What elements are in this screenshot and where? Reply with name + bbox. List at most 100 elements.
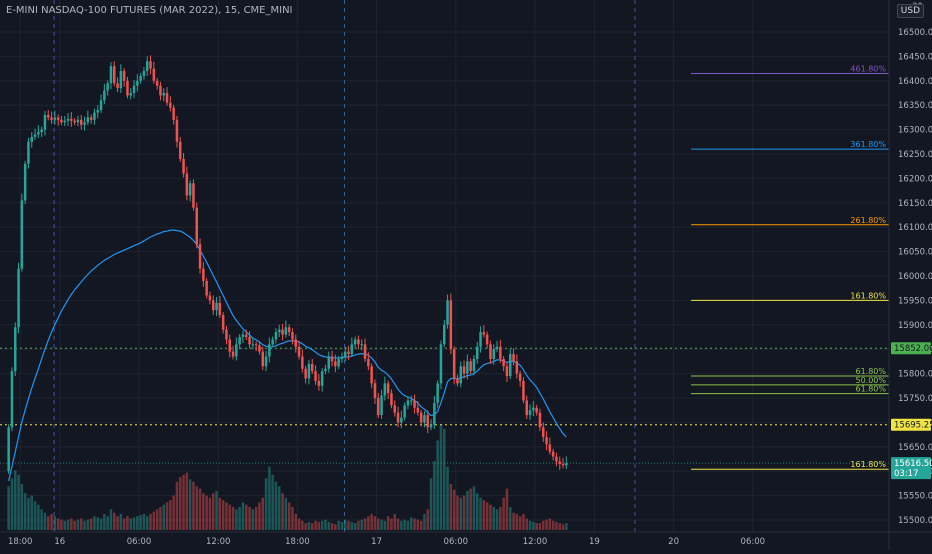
candle-body[interactable] <box>192 183 195 208</box>
candle-body[interactable] <box>212 300 215 311</box>
candle-body[interactable] <box>175 119 179 142</box>
horizontal-price-lines[interactable] <box>0 347 889 464</box>
candle-body[interactable] <box>542 427 545 438</box>
candle-body[interactable] <box>469 361 472 372</box>
candle-body[interactable] <box>10 371 14 428</box>
candle-body[interactable] <box>47 114 50 118</box>
candle-body[interactable] <box>30 136 34 142</box>
candle-body[interactable] <box>538 412 542 428</box>
candle-body[interactable] <box>99 100 103 111</box>
candle-body[interactable] <box>159 85 162 96</box>
candle-body[interactable] <box>248 337 251 345</box>
candle-body[interactable] <box>179 141 182 159</box>
candle-body[interactable] <box>476 346 479 359</box>
candle-body[interactable] <box>258 345 261 352</box>
candle-body[interactable] <box>43 114 47 130</box>
candle-body[interactable] <box>142 71 146 76</box>
candle-body[interactable] <box>7 427 10 472</box>
candle-body[interactable] <box>383 383 387 396</box>
candle-body[interactable] <box>202 268 205 281</box>
candle-body[interactable] <box>261 351 265 367</box>
candle-body[interactable] <box>330 356 334 362</box>
fibonacci-levels[interactable]: 461.80% 361.80% 261.80% 161.80% 61.80%50.00%… <box>691 64 889 470</box>
candle-body[interactable] <box>459 366 463 384</box>
candle-body[interactable] <box>106 83 109 91</box>
candle-body[interactable] <box>443 324 446 345</box>
candle-body[interactable] <box>426 415 430 428</box>
candle-body[interactable] <box>126 80 129 96</box>
candle-body[interactable] <box>515 361 519 374</box>
candle-body[interactable] <box>152 68 156 81</box>
candle-body[interactable] <box>390 393 393 406</box>
candle-body[interactable] <box>119 71 123 89</box>
candle-body[interactable] <box>357 339 360 345</box>
candle-body[interactable] <box>548 444 552 452</box>
candle-body[interactable] <box>113 66 116 84</box>
candle-body[interactable] <box>393 405 397 413</box>
candle-body[interactable] <box>23 163 27 201</box>
candle-body[interactable] <box>535 407 538 413</box>
candle-body[interactable] <box>363 344 367 359</box>
candle-body[interactable] <box>53 117 57 120</box>
candle-body[interactable] <box>241 334 245 337</box>
candle-body[interactable] <box>218 302 222 316</box>
candle-body[interactable] <box>238 337 241 345</box>
candle-body[interactable] <box>70 118 73 121</box>
candle-body[interactable] <box>109 66 113 84</box>
candle-body[interactable] <box>502 358 505 367</box>
candle-body[interactable] <box>205 280 208 296</box>
candle-body[interactable] <box>251 344 255 346</box>
candle-body[interactable] <box>132 85 136 93</box>
candle-body[interactable] <box>129 93 133 96</box>
candle-body[interactable] <box>122 71 126 81</box>
candle-body[interactable] <box>139 75 142 81</box>
candle-body[interactable] <box>284 327 288 335</box>
candle-body[interactable] <box>528 410 532 416</box>
candle-body[interactable] <box>40 129 43 133</box>
candle-body[interactable] <box>509 354 512 377</box>
candle-body[interactable] <box>413 400 416 408</box>
candle-body[interactable] <box>370 366 373 384</box>
candle-body[interactable] <box>221 315 225 330</box>
candle-body[interactable] <box>317 380 321 386</box>
candle-body[interactable] <box>228 339 232 352</box>
candle-body[interactable] <box>545 437 548 445</box>
candle-body[interactable] <box>278 329 281 333</box>
candle-body[interactable] <box>63 120 67 123</box>
candle-body[interactable] <box>37 132 40 135</box>
candle-body[interactable] <box>162 93 166 96</box>
candle-body[interactable] <box>311 363 314 372</box>
candle-body[interactable] <box>406 400 410 406</box>
candle-body[interactable] <box>350 344 354 355</box>
candle-body[interactable] <box>56 117 60 120</box>
candle-body[interactable] <box>136 80 139 86</box>
candle-body[interactable] <box>532 407 535 411</box>
candle-body[interactable] <box>231 351 235 357</box>
candle-body[interactable] <box>565 463 568 466</box>
candle-body[interactable] <box>198 244 202 269</box>
candle-body[interactable] <box>555 456 558 462</box>
candle-body[interactable] <box>446 300 449 325</box>
candle-body[interactable] <box>245 334 248 337</box>
candle-body[interactable] <box>294 339 298 347</box>
candle-body[interactable] <box>17 268 20 328</box>
candle-body[interactable] <box>380 395 383 416</box>
candle-body[interactable] <box>482 332 486 335</box>
candle-body[interactable] <box>116 83 119 89</box>
candle-body[interactable] <box>479 332 482 347</box>
candle-body[interactable] <box>314 371 317 381</box>
candle-body[interactable] <box>20 200 24 269</box>
candle-body[interactable] <box>522 380 525 401</box>
candle-body[interactable] <box>268 344 271 357</box>
candle-body[interactable] <box>386 383 390 394</box>
candle-body[interactable] <box>169 102 172 108</box>
candle-body[interactable] <box>344 351 347 357</box>
candle-body[interactable] <box>103 90 106 101</box>
candle-body[interactable] <box>93 112 96 120</box>
candle-body[interactable] <box>301 356 304 369</box>
candle-body[interactable] <box>235 344 238 357</box>
candle-body[interactable] <box>525 400 529 416</box>
candle-body[interactable] <box>429 424 433 428</box>
